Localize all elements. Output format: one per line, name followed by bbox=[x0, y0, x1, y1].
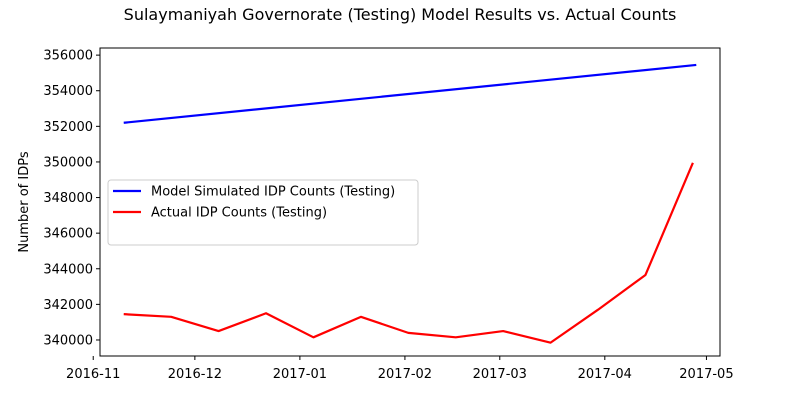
chart-title: Sulaymaniyah Governorate (Testing) Model… bbox=[124, 5, 677, 24]
x-tick-label: 2017-01 bbox=[273, 367, 327, 382]
y-tick-label: 348000 bbox=[43, 191, 93, 206]
plot-area bbox=[99, 47, 721, 357]
y-tick-label: 350000 bbox=[43, 155, 93, 170]
x-tick-label: 2017-05 bbox=[679, 367, 733, 382]
series-layer bbox=[123, 63, 697, 344]
y-tick-label: 356000 bbox=[43, 49, 93, 64]
y-axis: 340000 342000 344000 346000 348000 350000 3520… bbox=[43, 49, 100, 348]
plot-frame bbox=[99, 47, 721, 357]
series-line-2 bbox=[123, 162, 694, 344]
legend: Model Simulated IDP Counts (Testing) Actu… bbox=[107, 179, 419, 246]
y-tick-label: 352000 bbox=[43, 120, 93, 135]
y-tick-label: 344000 bbox=[43, 262, 93, 277]
x-tick-label: 2016-12 bbox=[168, 367, 222, 382]
y-axis-label: Number of IDPs bbox=[17, 151, 32, 252]
x-tick-label: 2017-02 bbox=[378, 367, 432, 382]
x-axis: 2016-11 2016-12 2017-01 2017-02 2017-03 2017-… bbox=[66, 356, 734, 382]
legend-box bbox=[107, 179, 419, 246]
y-tick-label: 354000 bbox=[43, 84, 93, 99]
legend-label: Model Simulated IDP Counts (Testing) bbox=[151, 185, 395, 200]
series-line-1 bbox=[123, 63, 697, 124]
x-tick-label: 2017-04 bbox=[578, 367, 632, 382]
y-tick-label: 346000 bbox=[43, 227, 93, 242]
x-tick-label: 2017-03 bbox=[473, 367, 527, 382]
y-tick-label: 342000 bbox=[43, 298, 93, 313]
y-tick-label: 340000 bbox=[43, 333, 93, 348]
legend-label: Actual IDP Counts (Testing) bbox=[151, 206, 327, 221]
x-tick-label: 2016-11 bbox=[66, 367, 120, 382]
